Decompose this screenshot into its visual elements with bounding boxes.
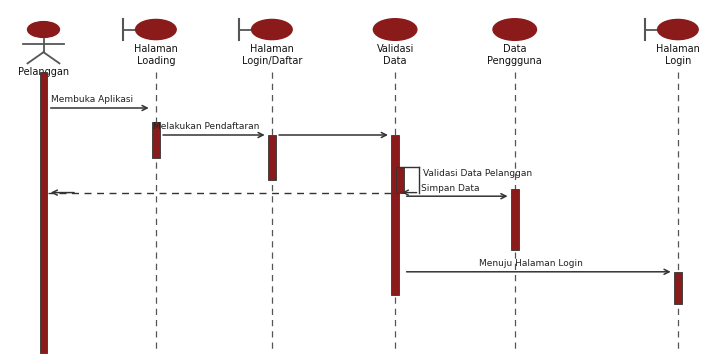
Bar xyxy=(674,272,681,304)
Bar xyxy=(392,135,399,295)
Circle shape xyxy=(136,19,176,40)
Text: Halaman
Login/Daftar: Halaman Login/Daftar xyxy=(241,44,302,66)
Text: Validasi Data Pelanggan: Validasi Data Pelanggan xyxy=(423,169,532,178)
Circle shape xyxy=(493,19,536,40)
Text: Data
Penggguna: Data Penggguna xyxy=(487,44,542,66)
Bar xyxy=(39,72,48,353)
Text: Halaman
Login: Halaman Login xyxy=(656,44,700,66)
Circle shape xyxy=(28,22,59,37)
Circle shape xyxy=(252,19,292,40)
Text: Melakukan Pendaftaran: Melakukan Pendaftaran xyxy=(154,122,260,131)
Bar xyxy=(510,189,518,250)
Bar xyxy=(396,167,404,193)
Bar xyxy=(152,122,160,158)
Circle shape xyxy=(373,19,417,40)
Text: Membuka Aplikasi: Membuka Aplikasi xyxy=(51,95,133,104)
Text: Menuju Halaman Login: Menuju Halaman Login xyxy=(479,259,584,268)
Text: Simpan Data: Simpan Data xyxy=(420,184,479,193)
Bar xyxy=(268,135,276,180)
Text: Halaman
Loading: Halaman Loading xyxy=(134,44,178,66)
Circle shape xyxy=(658,19,698,40)
Text: Pelanggan: Pelanggan xyxy=(18,67,69,77)
Text: Validasi
Data: Validasi Data xyxy=(376,44,414,66)
